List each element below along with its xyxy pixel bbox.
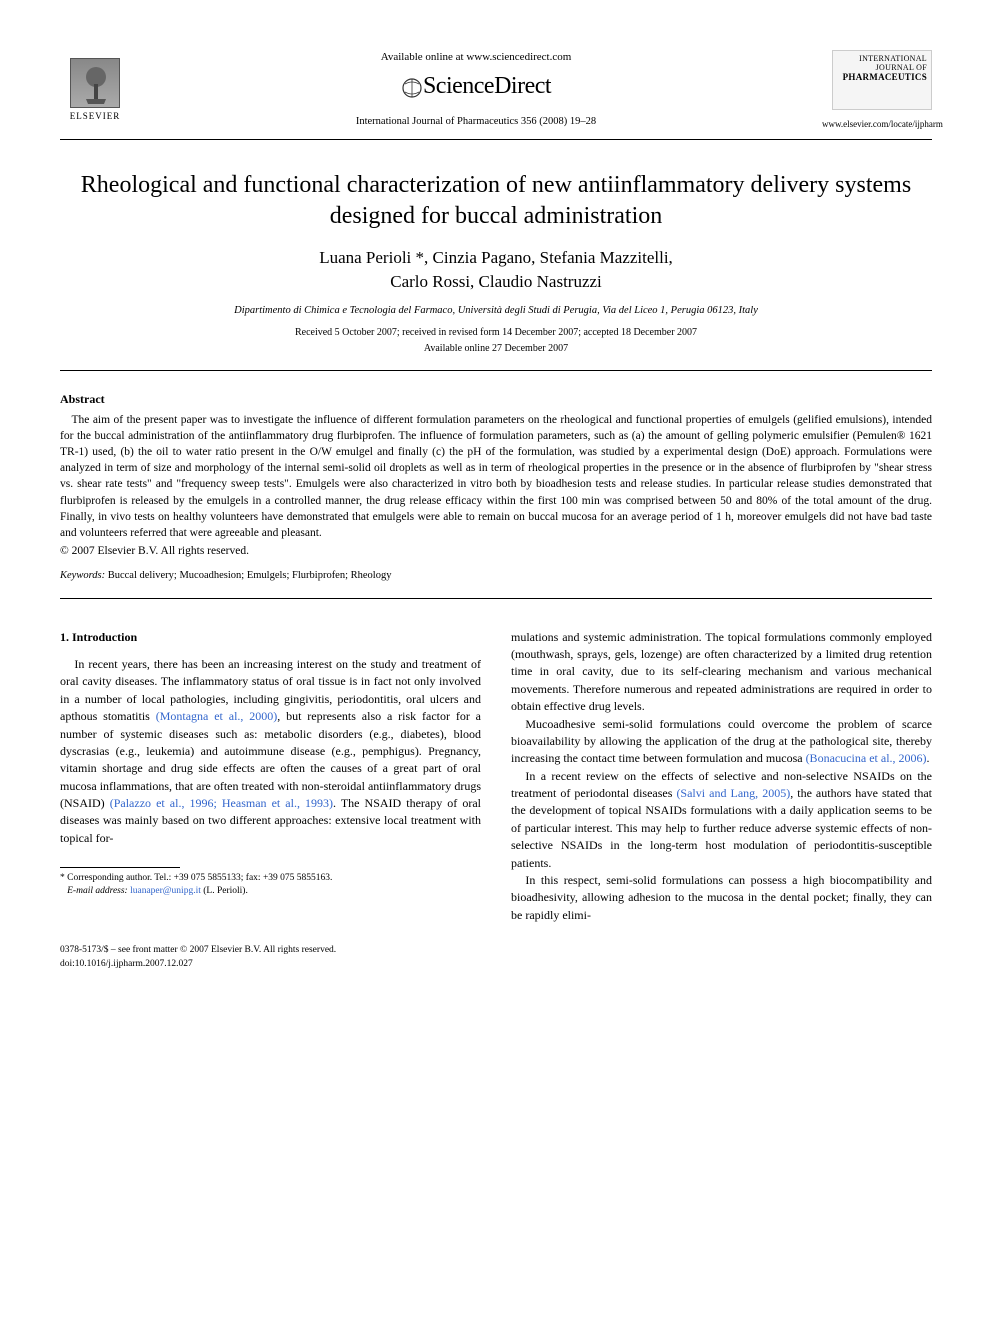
journal-reference: International Journal of Pharmaceutics 3… [130,115,822,130]
journal-link[interactable]: www.elsevier.com/locate/ijpharm [822,118,932,131]
footer-row: 0378-5173/$ – see front matter © 2007 El… [60,944,932,971]
header-rule [60,139,932,140]
authors-block: Luana Perioli *, Cinzia Pagano, Stefania… [60,246,932,294]
journal-cover-name: PHARMACEUTICS [837,73,927,83]
footer-doi-line: doi:10.1016/j.ijpharm.2007.12.027 [60,958,336,971]
citation-bonacucina[interactable]: (Bonacucina et al., 2006) [806,751,927,765]
received-dates: Received 5 October 2007; received in rev… [60,326,932,340]
corresponding-author-footnote: * Corresponding author. Tel.: +39 075 58… [60,872,481,897]
email-line: E-mail address: luanaper@unipg.it (L. Pe… [60,885,481,897]
sciencedirect-ball-icon [401,76,423,98]
abstract-text: The aim of the present paper was to inve… [60,412,932,541]
header-row: ELSEVIER Available online at www.science… [60,50,932,131]
available-date: Available online 27 December 2007 [60,342,932,356]
footnote-separator [60,867,180,868]
journal-cover-thumbnail: INTERNATIONAL JOURNAL OF PHARMACEUTICS [832,50,932,110]
keywords-text: Buccal delivery; Mucoadhesion; Emulgels;… [108,570,392,581]
affiliation: Dipartimento di Chimica e Tecnologia del… [60,304,932,319]
section-1-heading: 1. Introduction [60,629,481,646]
citation-salvi-lang[interactable]: (Salvi and Lang, 2005) [676,786,790,800]
abstract-bottom-rule [60,598,932,599]
abstract-heading: Abstract [60,391,932,408]
right-paragraph-3: In a recent review on the effects of sel… [511,768,932,872]
left-column: 1. Introduction In recent years, there h… [60,629,481,925]
sciencedirect-logo: ScienceDirect [130,70,822,104]
right-paragraph-2: Mucoadhesive semi-solid formulations cou… [511,716,932,768]
email-link[interactable]: luanaper@unipg.it [130,886,201,896]
sciencedirect-text: ScienceDirect [423,73,551,99]
email-attribution: (L. Perioli). [203,886,248,896]
right-paragraph-4: In this respect, semi-solid formulations… [511,872,932,924]
page-container: ELSEVIER Available online at www.science… [0,0,992,1021]
elsevier-logo: ELSEVIER [60,50,130,130]
intro-text-1b: , but represents also a risk factor for … [60,709,481,810]
center-header: Available online at www.sciencedirect.co… [130,50,822,130]
body-columns: 1. Introduction In recent years, there h… [60,629,932,925]
copyright-line: © 2007 Elsevier B.V. All rights reserved… [60,543,932,559]
journal-cover-top-text: INTERNATIONAL JOURNAL OF [837,55,927,73]
keywords-label: Keywords: [60,570,105,581]
authors-line-2: Carlo Rossi, Claudio Nastruzzi [390,272,602,291]
footer-issn-line: 0378-5173/$ – see front matter © 2007 El… [60,944,336,957]
authors-line-1: Luana Perioli *, Cinzia Pagano, Stefania… [319,248,673,267]
email-label: E-mail address: [67,886,128,896]
right-p2-b: . [927,751,930,765]
journal-cover-block: INTERNATIONAL JOURNAL OF PHARMACEUTICS w… [822,50,932,131]
right-paragraph-1: mulations and systemic administration. T… [511,629,932,716]
available-online-text: Available online at www.sciencedirect.co… [130,50,822,65]
abstract-top-rule [60,370,932,371]
citation-palazzo-heasman[interactable]: (Palazzo et al., 1996; Heasman et al., 1… [110,796,333,810]
elsevier-tree-icon [70,58,120,108]
keywords-line: Keywords: Buccal delivery; Mucoadhesion;… [60,569,932,584]
corresponding-line: * Corresponding author. Tel.: +39 075 58… [60,872,481,884]
article-title: Rheological and functional characterizat… [60,170,932,232]
citation-montagna[interactable]: (Montagna et al., 2000) [156,709,278,723]
right-column: mulations and systemic administration. T… [511,629,932,925]
footer-left: 0378-5173/$ – see front matter © 2007 El… [60,944,336,971]
elsevier-label: ELSEVIER [70,110,121,123]
intro-paragraph-1: In recent years, there has been an incre… [60,656,481,847]
